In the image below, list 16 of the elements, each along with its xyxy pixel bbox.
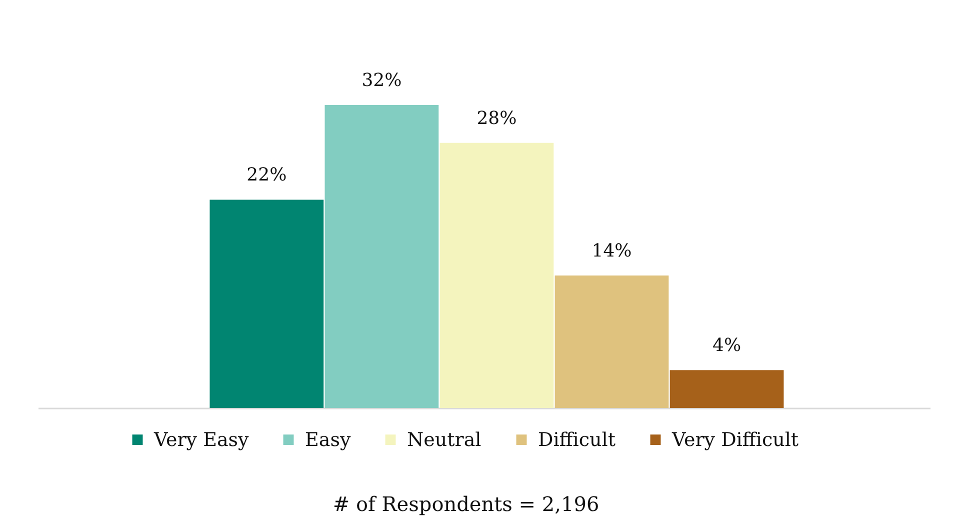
legend-label: Easy [305,428,351,451]
data-label: 22% [246,164,287,186]
bar [324,105,439,408]
legend-label: Very Difficult [671,428,799,451]
text: # of Respondents = 2,196 [332,492,600,516]
data-label: 28% [476,108,517,129]
legend-label: Neutral [407,428,482,451]
bar [554,275,669,408]
legend-label: Difficult [538,428,616,451]
data-label: 14% [592,240,632,262]
bar [670,370,784,408]
data-label: 4% [712,335,742,356]
bar [440,142,554,408]
data-label: 32% [362,70,402,91]
bar [210,200,324,408]
legend-label: Very Easy [153,428,250,451]
